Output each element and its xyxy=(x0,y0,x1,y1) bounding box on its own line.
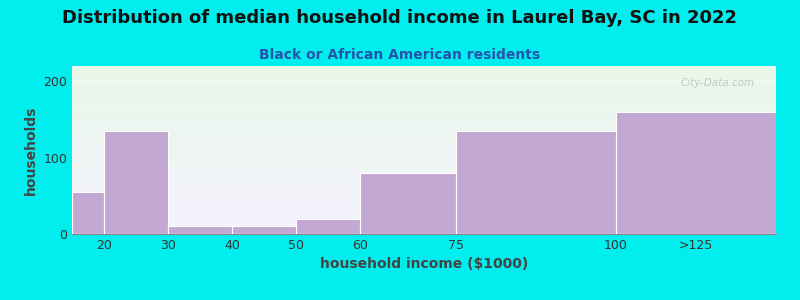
Bar xyxy=(72,192,104,234)
Bar xyxy=(104,131,168,234)
Bar xyxy=(296,219,360,234)
Bar xyxy=(456,131,616,234)
Y-axis label: households: households xyxy=(24,105,38,195)
Bar xyxy=(616,112,776,234)
Bar xyxy=(360,173,456,234)
Bar xyxy=(232,226,296,234)
Text: Distribution of median household income in Laurel Bay, SC in 2022: Distribution of median household income … xyxy=(62,9,738,27)
Bar xyxy=(168,226,232,234)
Text: Black or African American residents: Black or African American residents xyxy=(259,48,541,62)
X-axis label: household income ($1000): household income ($1000) xyxy=(320,257,528,272)
Text: City-Data.com: City-Data.com xyxy=(681,78,755,88)
